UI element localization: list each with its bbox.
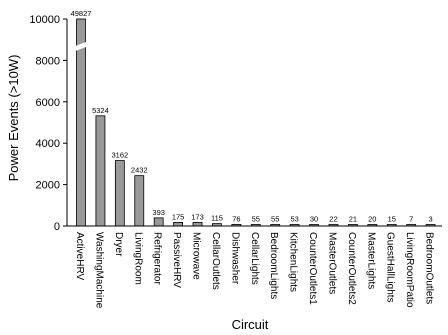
y-tick-label: 4000: [36, 138, 60, 150]
x-tick-label: BedroomLights: [268, 232, 279, 299]
bar-WashingMachine: [95, 115, 106, 227]
bar-PassiveHRV: [173, 221, 184, 227]
x-tick-label: PassiveHRV: [171, 232, 182, 288]
bar-ActiveHRV: [76, 18, 86, 227]
x-tick-label: WashingMachine: [93, 232, 104, 309]
x-tick-label: MasterLights: [365, 232, 376, 289]
data-label: 3: [428, 215, 432, 224]
x-tick-label: CellarOutlets: [210, 232, 221, 290]
data-label: 175: [172, 212, 185, 221]
data-label: 5324: [92, 106, 109, 115]
data-label: 173: [191, 212, 204, 221]
x-tick-label: ActiveHRV: [74, 232, 85, 280]
data-label: 15: [388, 215, 396, 224]
x-tick-label: CounterOutlets2: [346, 232, 357, 305]
data-label: 21: [349, 215, 357, 224]
data-label: 393: [152, 208, 165, 217]
data-label: 55: [271, 215, 279, 224]
data-label: 55: [252, 215, 260, 224]
x-tick-label: CounterOutlets1: [307, 232, 318, 305]
data-label: 3162: [111, 151, 128, 160]
y-tick-label: 2000: [36, 180, 60, 192]
data-label: 53: [290, 215, 298, 224]
y-axis-ticks: 0 2000 4000 6000 8000 10000: [29, 14, 67, 233]
x-tick-label: LivingRoomPatio: [404, 232, 415, 308]
data-label: 22: [329, 215, 337, 224]
x-tick-label: Refrigerator: [152, 232, 163, 285]
bar-Microwave: [192, 222, 203, 227]
y-axis-title: Power Events (>10W): [6, 55, 21, 182]
y-tick-label: 0: [54, 221, 60, 233]
axis-break-mark: [73, 40, 89, 52]
x-tick-label: LivingRoom: [132, 232, 143, 285]
data-label: 30: [310, 215, 318, 224]
bar-Dryer: [114, 160, 125, 227]
x-tick-label: BedroomOutlets: [424, 232, 435, 304]
x-tick-label: KitchenLights: [288, 232, 299, 292]
y-tick-label: 10000: [29, 14, 60, 26]
x-axis-tick-labels: ActiveHRV WashingMachine Dryer LivingRoom Re…: [74, 232, 435, 309]
y-tick-label: 6000: [36, 97, 60, 109]
data-label: 20: [368, 215, 376, 224]
y-tick-label: 8000: [36, 55, 60, 67]
data-label: 7: [409, 215, 413, 224]
data-label: 76: [232, 214, 240, 223]
data-label: 49827: [71, 9, 92, 18]
x-axis-title: Circuit: [232, 317, 269, 332]
bar-LivingRoom: [134, 175, 145, 227]
x-tick-label: Dishwasher: [229, 232, 240, 285]
x-tick-label: Dryer: [113, 232, 124, 257]
data-label: 2432: [131, 166, 148, 175]
bar-Refrigerator: [153, 217, 164, 227]
x-tick-label: CellarLights: [249, 232, 260, 285]
x-tick-label: MasterOutlets: [326, 232, 337, 294]
bars: [73, 18, 436, 227]
data-label: 115: [211, 214, 223, 223]
x-tick-label: Microwave: [191, 232, 202, 280]
x-tick-label: GuestHallLights: [385, 232, 396, 303]
